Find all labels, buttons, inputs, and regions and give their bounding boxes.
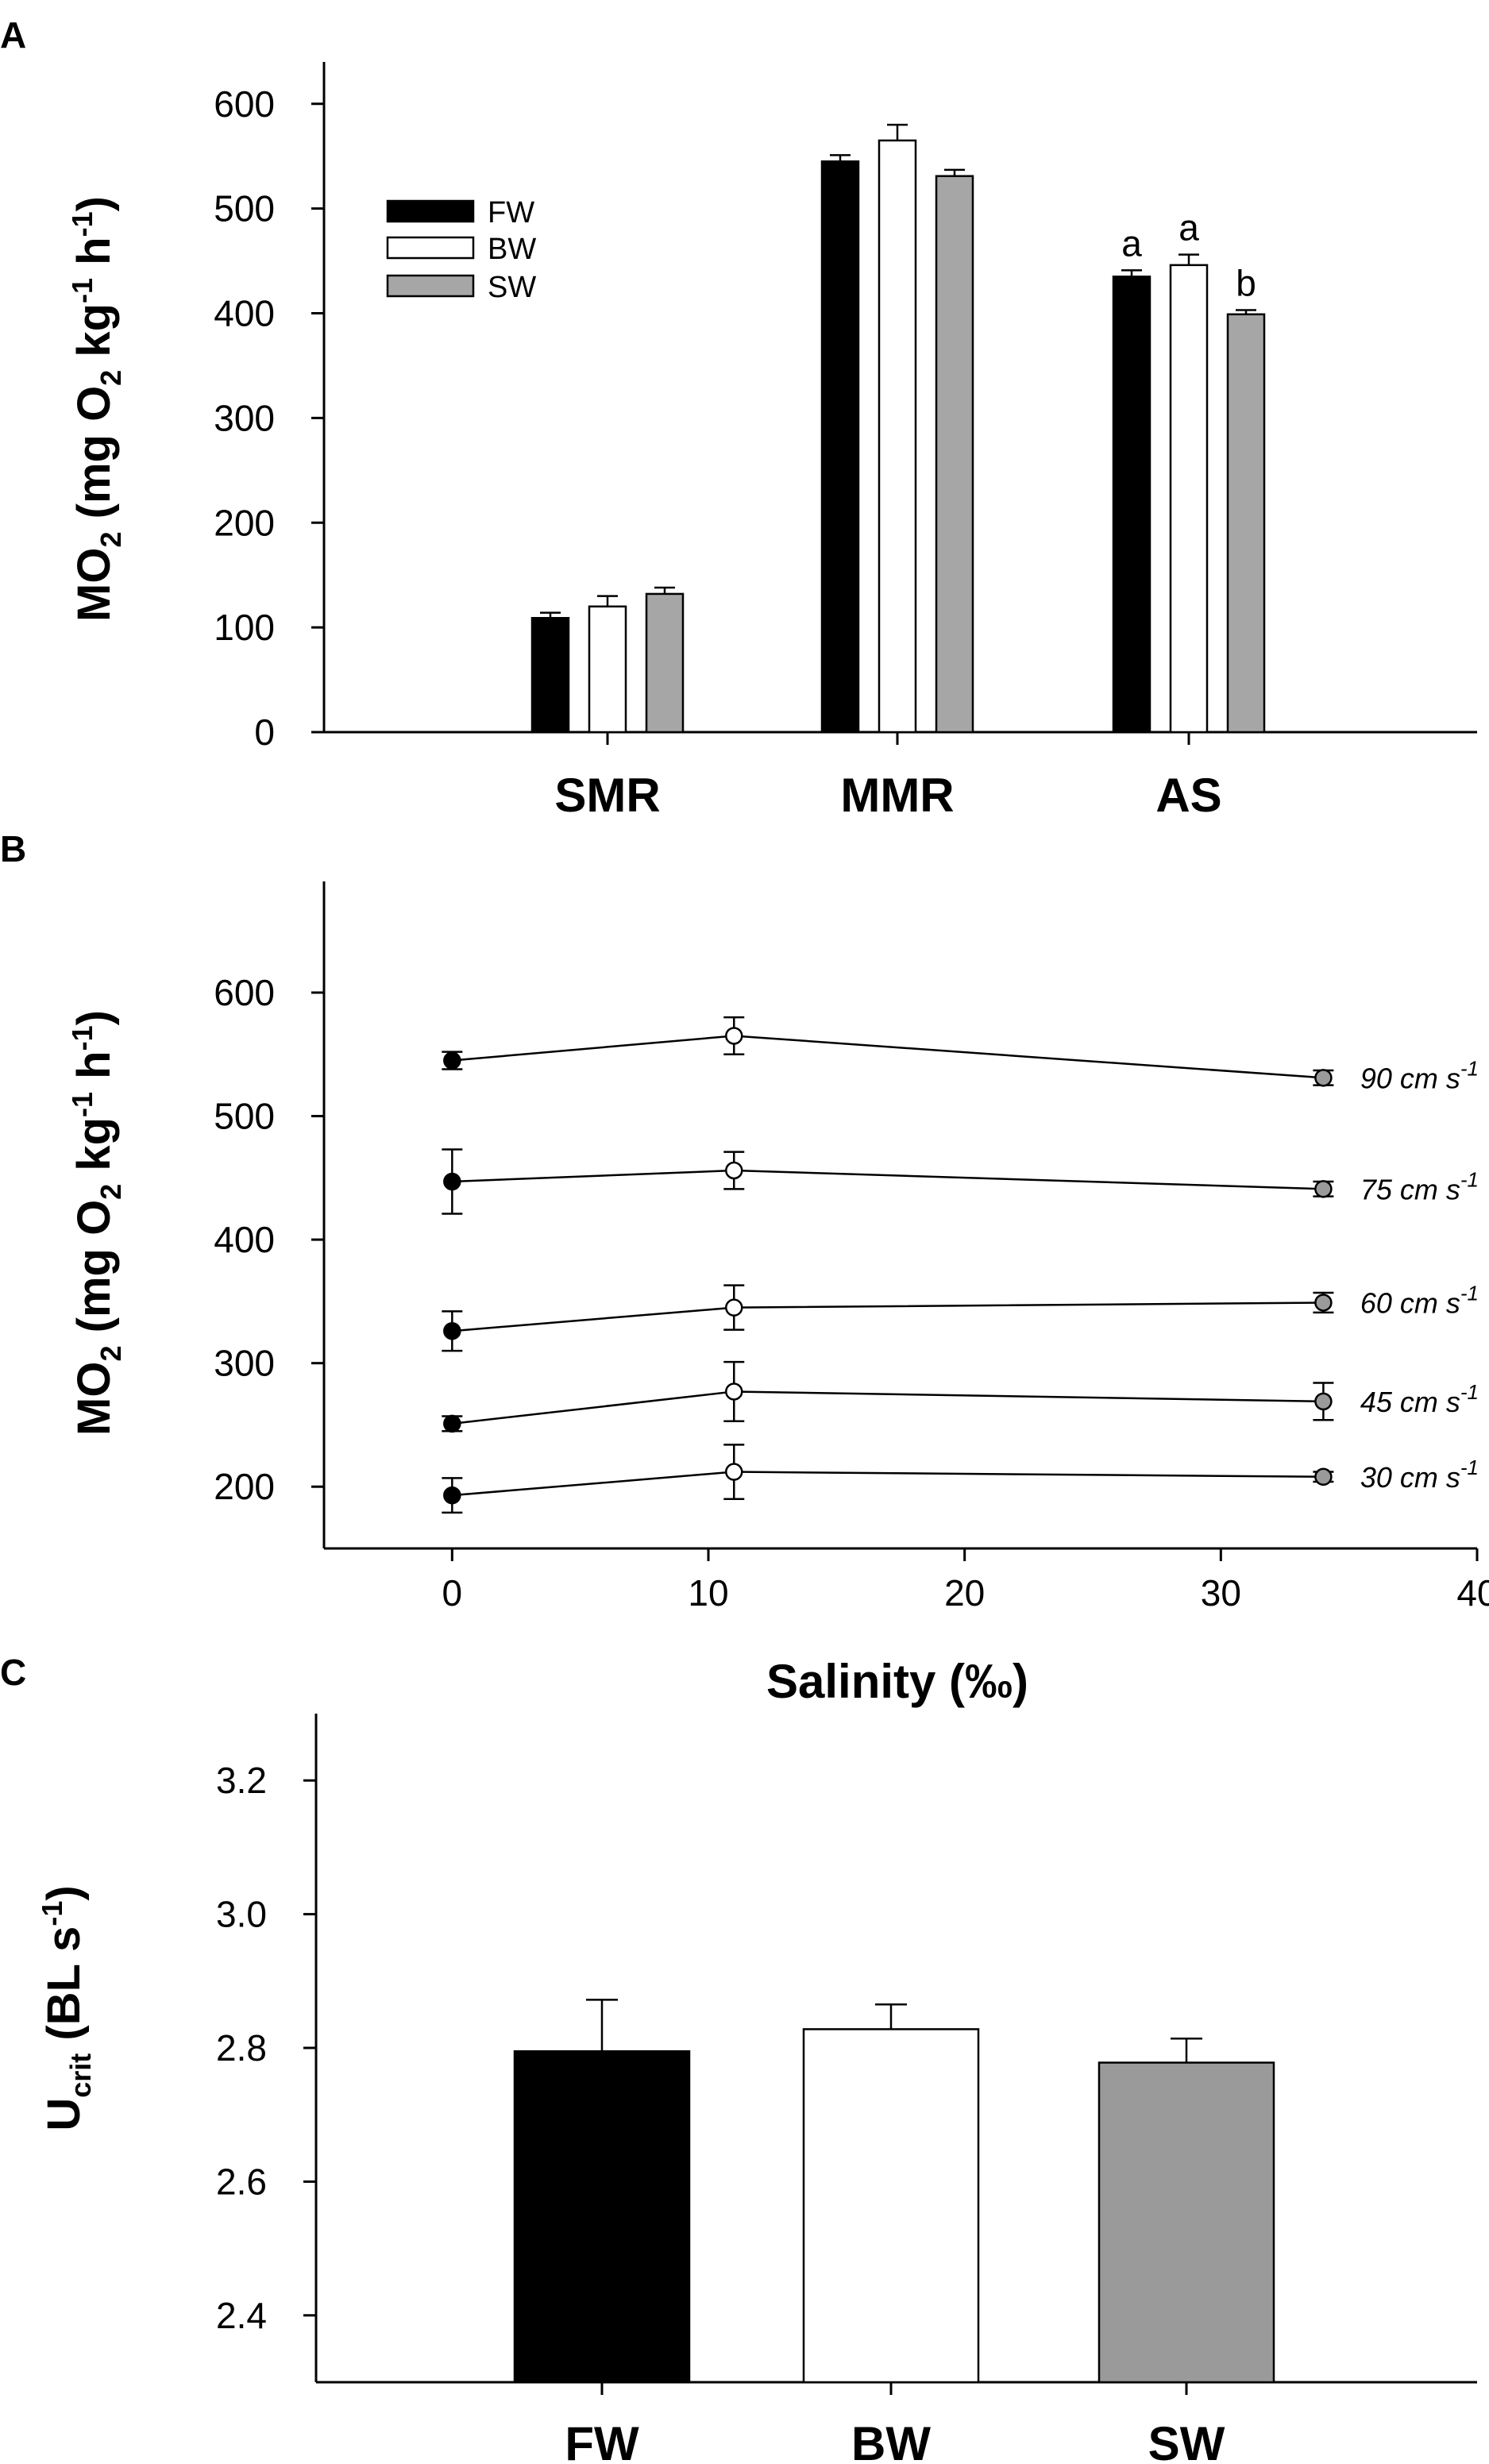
y-tick-label-2: 2.8 (216, 2027, 267, 2069)
panel-c-bar-chart: 2.4 2.6 2.8 3.0 3.2 Ucrit (BL s-1) FW BW SW (36, 1714, 1477, 2464)
significance-label-sw: b (1236, 263, 1256, 304)
bar-smr-sw (645, 592, 685, 734)
bar-as-fw (1112, 276, 1151, 734)
series-line-4 (452, 1471, 1324, 1497)
data-point-0-0 (443, 1051, 461, 1070)
data-point-3-1 (725, 1382, 743, 1401)
bar-as-bw (1169, 264, 1209, 734)
data-point-0-1 (725, 1027, 743, 1045)
data-point-2-1 (725, 1298, 743, 1317)
data-point-2-0 (443, 1321, 461, 1340)
y-tick-label-5: 500 (214, 188, 275, 229)
y-tick-label-4: 3.2 (216, 1760, 267, 1801)
bar-mmr-sw (935, 175, 974, 734)
bar-mmr-fw (820, 160, 860, 734)
y-tick-label-4: 400 (214, 293, 275, 334)
y-tick-label-6: 600 (214, 83, 275, 125)
bar-fw (513, 2049, 691, 2384)
series-line-2 (452, 1301, 1324, 1332)
y-tick-label-1: 100 (214, 607, 275, 648)
legend-swatch-bw (386, 236, 475, 260)
category-label-as: AS (1155, 769, 1221, 822)
data-point-1-2 (1314, 1180, 1333, 1198)
category-label-fw: FW (565, 2417, 639, 2464)
y-tick-label-3: 3.0 (216, 1894, 267, 1935)
x-tick-label-3: 30 (1201, 1572, 1241, 1614)
data-point-2-2 (1314, 1294, 1333, 1312)
x-tick-label-1: 10 (688, 1572, 728, 1614)
legend-label-bw: BW (488, 233, 536, 266)
panel-a-bar-chart: 0 100 200 300 400 500 600 MO2 (mg O2 kg-1 h-1) S… (66, 62, 1477, 822)
legend-label-fw: FW (488, 196, 534, 229)
y-tick-label-1: 300 (214, 1343, 275, 1384)
bar-sw (1097, 2061, 1275, 2384)
series-label-2: 60 cm s-1 (1360, 1281, 1479, 1319)
x-axis-label: Salinity (‰) (766, 1655, 1028, 1708)
bar-as-sw (1226, 313, 1266, 734)
significance-label-bw: a (1178, 207, 1199, 249)
y-tick-label-3: 500 (214, 1096, 275, 1137)
data-point-4-1 (725, 1463, 743, 1481)
data-point-0-2 (1314, 1069, 1333, 1087)
y-axis-label: Ucrit (BL s-1) (36, 1885, 97, 2130)
y-tick-label-0: 0 (254, 711, 275, 753)
y-axis-label: MO2 (mg O2 kg-1 h-1) (66, 196, 127, 622)
y-tick-label-0: 2.4 (216, 2295, 267, 2336)
bar-smr-bw (588, 605, 627, 734)
y-axis-label: MO2 (mg O2 kg-1 h-1) (66, 1010, 127, 1436)
bar-mmr-bw (878, 139, 917, 734)
panel-label-c: C (0, 1652, 26, 1693)
legend-swatch-fw (386, 199, 475, 223)
x-tick-label-4: 40 (1456, 1572, 1489, 1614)
bar-bw (802, 2028, 980, 2384)
series-label-4: 30 cm s-1 (1360, 1456, 1479, 1494)
category-label-sw: SW (1148, 2417, 1225, 2464)
panel-b-line-chart: 200 300 400 500 600 0 10 20 30 40 Salinity (‰) MO2 … (66, 881, 1489, 1708)
legend-swatch-sw (386, 274, 475, 298)
y-tick-label-1: 2.6 (216, 2161, 267, 2202)
series-line-3 (452, 1390, 1324, 1425)
series-line-0 (452, 1035, 1324, 1079)
significance-label-fw: a (1121, 222, 1142, 264)
category-label-smr: SMR (554, 769, 660, 822)
data-point-1-1 (725, 1161, 743, 1180)
category-label-bw: BW (851, 2417, 931, 2464)
series-label-0: 90 cm s-1 (1360, 1056, 1479, 1094)
y-tick-label-2: 400 (214, 1219, 275, 1260)
series-label-3: 45 cm s-1 (1360, 1380, 1479, 1418)
data-point-3-0 (443, 1414, 461, 1433)
data-point-4-2 (1314, 1467, 1333, 1486)
y-tick-label-2: 200 (214, 502, 275, 543)
y-tick-label-3: 300 (214, 397, 275, 438)
series-label-1: 75 cm s-1 (1360, 1167, 1479, 1205)
data-point-1-0 (443, 1172, 461, 1191)
x-tick-label-2: 20 (944, 1572, 985, 1614)
panel-label-a: A (0, 14, 26, 56)
y-tick-label-4: 600 (214, 972, 275, 1013)
x-tick-label-0: 0 (442, 1572, 463, 1614)
data-point-4-0 (443, 1486, 461, 1505)
data-point-3-2 (1314, 1392, 1333, 1411)
y-tick-label-0: 200 (214, 1466, 275, 1507)
bar-smr-fw (530, 617, 570, 734)
category-label-mmr: MMR (840, 769, 954, 822)
series-line-1 (452, 1169, 1324, 1190)
legend-label-sw: SW (488, 271, 536, 304)
panel-label-b: B (0, 828, 26, 870)
